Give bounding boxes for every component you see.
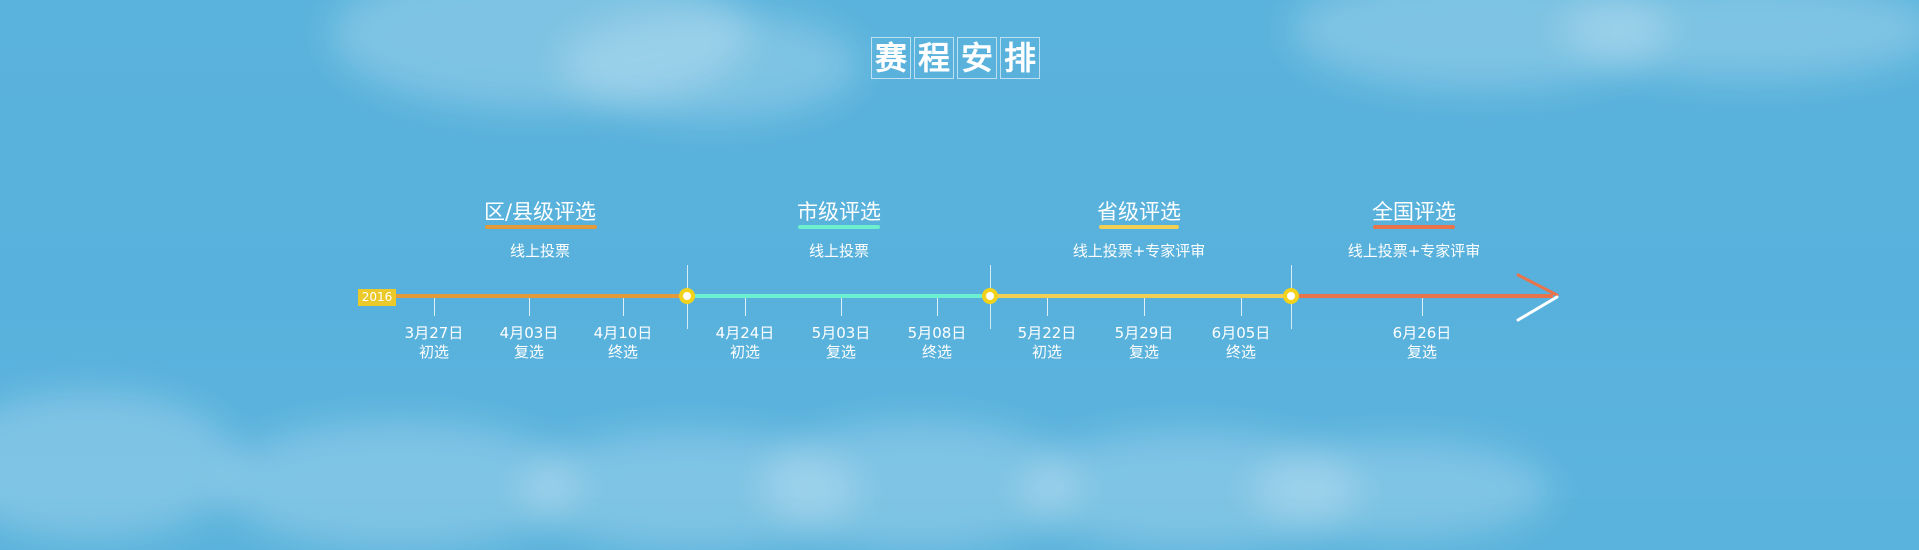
stage-subtitle-national: 线上投票+专家评审: [1347, 242, 1481, 260]
title-char: 排: [1000, 37, 1040, 79]
milestone-date: 5月08日: [907, 324, 967, 342]
cloud-decoration: [560, 10, 860, 120]
stage-node: [1283, 288, 1299, 304]
milestone-phase: 终选: [921, 343, 952, 361]
milestone-tick: [1047, 298, 1048, 316]
milestone-date: 3月27日: [404, 324, 464, 342]
cloud-decoration: [0, 390, 240, 540]
timeline-segment-province: [990, 294, 1291, 298]
stage-title-national: 全国评选: [1372, 200, 1456, 224]
milestone-date: 4月03日: [499, 324, 559, 342]
stage-underline-city: [798, 225, 880, 229]
milestone-date: 4月24日: [715, 324, 775, 342]
stage-node: [679, 288, 695, 304]
milestone-date: 5月22日: [1017, 324, 1077, 342]
milestone-phase: 初选: [418, 343, 449, 361]
milestone-tick: [1241, 298, 1242, 316]
stage-title-city: 市级评选: [797, 200, 881, 224]
cloud-decoration: [1250, 440, 1550, 540]
year-badge: 2016: [358, 289, 396, 306]
stage-title-province: 省级评选: [1097, 200, 1181, 224]
milestone-tick: [623, 298, 624, 316]
stage-underline-province: [1099, 225, 1179, 229]
stage-subtitle-province: 线上投票+专家评审: [1072, 242, 1206, 260]
stage-subtitle-district: 线上投票: [509, 242, 570, 260]
milestone-tick: [1422, 298, 1423, 316]
cloud-decoration: [1560, 0, 1919, 80]
stage-subtitle-city: 线上投票: [808, 242, 869, 260]
milestone-phase: 初选: [1031, 343, 1062, 361]
milestone-phase: 复选: [1406, 343, 1437, 361]
milestone-tick: [434, 298, 435, 316]
milestone-date: 5月03日: [811, 324, 871, 342]
timeline-segment-city: [687, 294, 990, 298]
milestone-tick: [937, 298, 938, 316]
milestone-tick: [841, 298, 842, 316]
title-char: 安: [957, 37, 997, 79]
milestone-tick: [745, 298, 746, 316]
stage-underline-district: [485, 225, 597, 229]
timeline-segment-national: [1291, 294, 1553, 298]
title-char: 程: [914, 37, 954, 79]
milestone-phase: 初选: [729, 343, 760, 361]
milestone-phase: 终选: [607, 343, 638, 361]
milestone-phase: 复选: [1128, 343, 1159, 361]
stage-title-district: 区/县级评选: [483, 200, 597, 224]
milestone-date: 6月05日: [1211, 324, 1271, 342]
milestone-tick: [1144, 298, 1145, 316]
milestone-date: 4月10日: [593, 324, 653, 342]
milestone-phase: 终选: [1225, 343, 1256, 361]
title-char: 赛: [871, 37, 911, 79]
timeline-segment-district: [396, 294, 687, 298]
milestone-date: 6月26日: [1392, 324, 1452, 342]
milestone-phase: 复选: [513, 343, 544, 361]
milestone-date: 5月29日: [1114, 324, 1174, 342]
page-title: 赛 程 安 排: [871, 37, 1040, 79]
milestone-phase: 复选: [825, 343, 856, 361]
stage-node: [982, 288, 998, 304]
stage-underline-national: [1373, 225, 1455, 229]
arrow-head-icon: [1516, 273, 1559, 322]
milestone-tick: [529, 298, 530, 316]
